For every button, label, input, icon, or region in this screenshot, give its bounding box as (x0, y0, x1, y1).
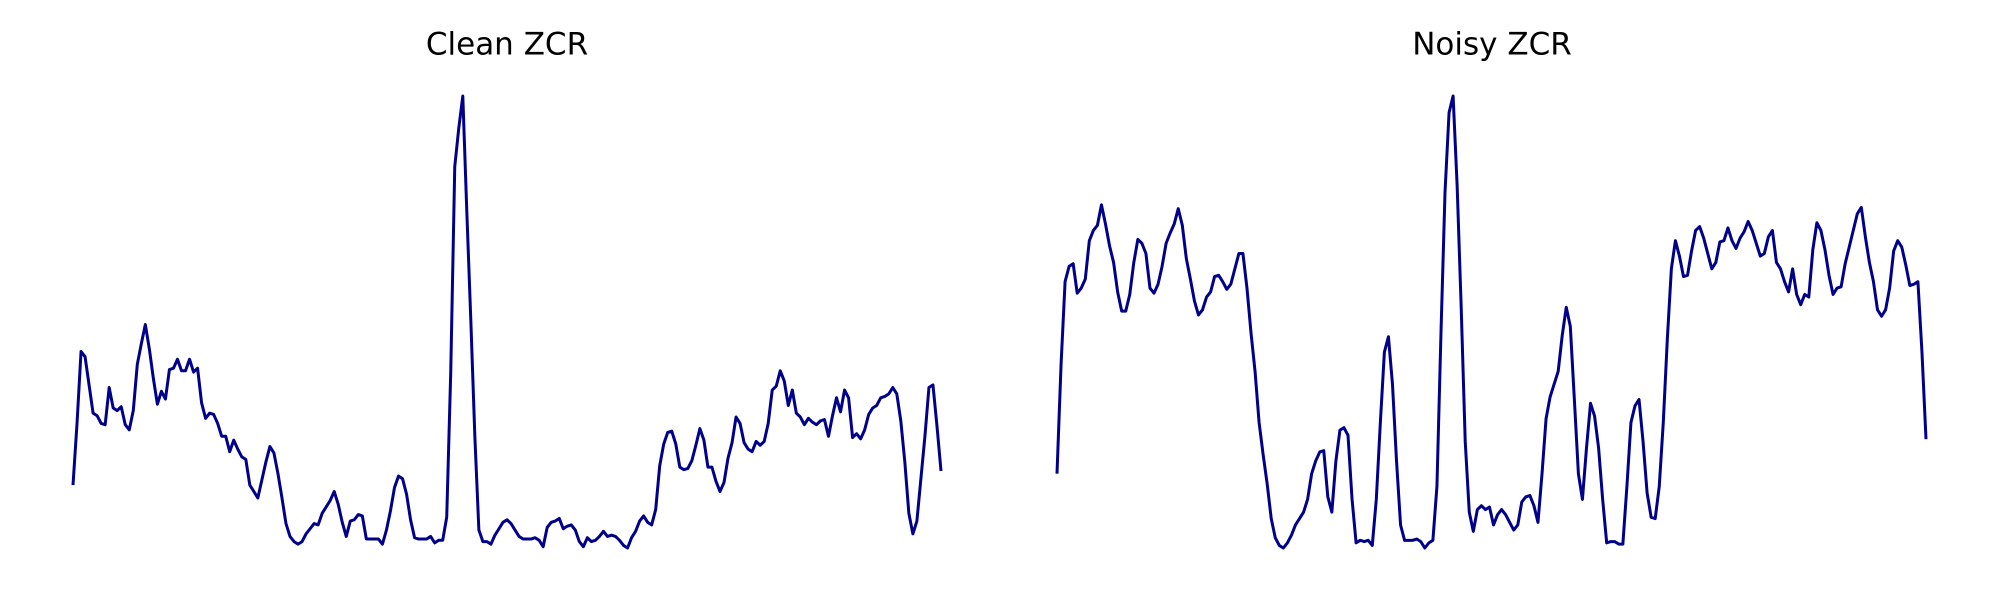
zcr-line (71, 94, 943, 550)
chart-title: Clean ZCR (426, 27, 588, 63)
zcr-line (1055, 94, 1928, 550)
chart-title: Noisy ZCR (1412, 27, 1572, 63)
